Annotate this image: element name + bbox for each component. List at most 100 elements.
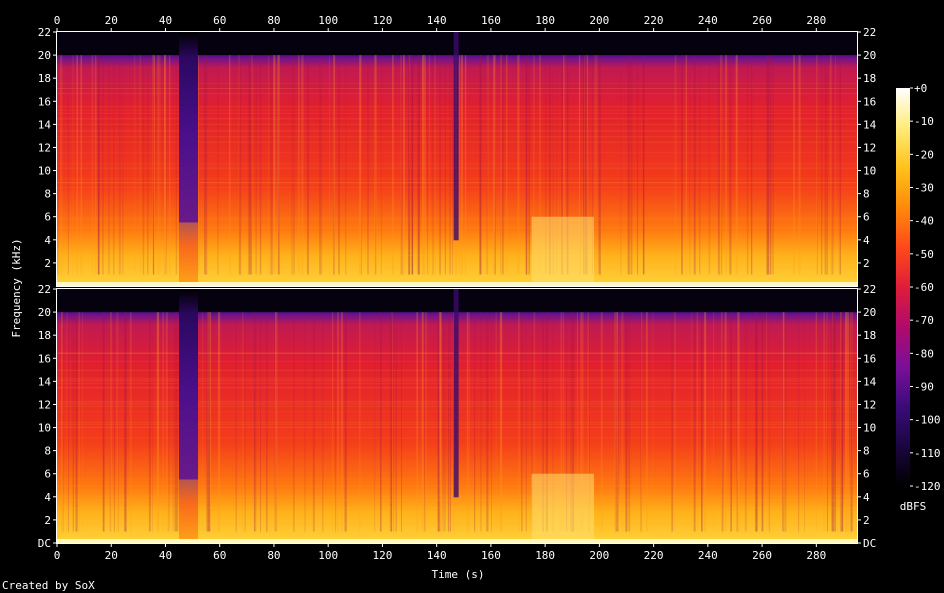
y-tick-label-left: 10	[38, 165, 51, 178]
spectral-streak	[766, 312, 767, 532]
spectral-streak	[681, 55, 683, 275]
spectral-streak	[266, 312, 268, 532]
y-tick-label-right: 14	[863, 375, 877, 388]
spectral-streak	[67, 55, 69, 275]
spectral-streak	[736, 312, 738, 532]
spectral-streak	[359, 55, 362, 275]
spectral-streak	[129, 312, 132, 532]
spectral-streak	[552, 55, 554, 275]
spectral-streak	[322, 312, 324, 532]
spectral-streak	[80, 55, 83, 275]
y-tick-label-right: 20	[863, 49, 876, 62]
spectral-streak	[116, 312, 119, 532]
spectral-streak	[729, 55, 732, 275]
spectral-streak	[424, 312, 426, 532]
spectral-streak	[247, 55, 251, 275]
harmonic-band	[57, 522, 857, 524]
spectral-streak	[674, 55, 677, 275]
spectral-streak	[560, 312, 562, 532]
y-tick-label-right: 2	[863, 257, 870, 270]
spectral-streak	[517, 55, 520, 275]
spectral-streak	[831, 312, 834, 532]
spectral-streak	[486, 312, 489, 532]
spectral-streak	[208, 312, 211, 532]
spectral-streak	[361, 55, 362, 275]
spectral-streak	[708, 55, 711, 275]
spectral-streak	[495, 312, 497, 532]
spectral-streak	[207, 312, 210, 532]
spectral-streak	[341, 312, 343, 532]
spectral-streak	[375, 55, 377, 275]
y-tick-label-right: 14	[863, 118, 877, 131]
spectral-streak	[147, 55, 149, 275]
spectral-streak	[60, 55, 63, 275]
spectral-streak	[235, 312, 237, 532]
spectral-streak	[306, 55, 309, 275]
spectral-streak	[499, 312, 503, 532]
spectral-streak	[91, 55, 94, 275]
spectral-streak	[139, 55, 141, 275]
y-tick-label-left: 14	[38, 118, 52, 131]
spectral-streak	[242, 312, 244, 532]
x-axis-label: Time (s)	[432, 568, 485, 581]
spectral-streak	[251, 55, 253, 275]
colorbar-tick-label: -50	[914, 248, 934, 261]
y-tick-label-right: DC	[863, 537, 876, 550]
spectral-streak	[783, 312, 785, 532]
spectral-streak	[274, 312, 277, 532]
spectral-streak	[767, 55, 769, 275]
spectral-streak	[578, 55, 581, 275]
spectral-streak	[392, 312, 395, 532]
channel-2-panel	[56, 288, 858, 544]
spectral-streak	[570, 312, 572, 532]
spectral-streak	[826, 312, 828, 532]
spectral-streak	[253, 312, 256, 532]
spectral-streak	[823, 312, 825, 532]
spectral-streak	[72, 312, 74, 532]
spectral-streak	[521, 312, 522, 532]
spectral-streak	[408, 55, 410, 275]
spectral-streak	[217, 55, 219, 275]
spectral-streak	[338, 55, 340, 275]
spectral-streak	[452, 55, 453, 275]
spectral-streak	[422, 55, 424, 275]
spectral-streak	[278, 55, 280, 275]
spectral-streak	[735, 55, 738, 275]
spectral-streak	[640, 312, 642, 532]
spectral-streak	[244, 312, 246, 532]
spectral-streak	[293, 312, 295, 532]
spectral-streak	[109, 312, 111, 532]
spectral-streak	[169, 55, 171, 275]
colorbar-tick-label: -80	[914, 347, 934, 360]
spectral-streak	[474, 312, 476, 532]
spectral-streak	[721, 312, 724, 532]
spectral-streak	[737, 312, 740, 532]
spectral-streak	[275, 312, 278, 532]
bass-line	[57, 282, 857, 286]
spectral-streak	[685, 55, 687, 275]
spectral-streak	[583, 55, 586, 275]
spectral-streak	[268, 55, 270, 275]
colorbar-tick-label: +0	[914, 82, 927, 95]
x-tick-label-top: 140	[427, 14, 447, 27]
x-axis-top: 0 20 40 60 80 100 120 140 160 180 200 220 240 260 280	[54, 14, 826, 32]
spectral-streak	[486, 55, 488, 275]
spectral-streak	[270, 55, 273, 275]
y-tick-label-right: 8	[863, 188, 870, 201]
spectral-streak	[449, 312, 451, 532]
y-tick-label-right: 6	[863, 468, 870, 481]
spectral-streak	[479, 55, 481, 275]
spectral-streak	[730, 312, 732, 532]
spectral-streak	[168, 312, 170, 532]
y-tick-label-right: 4	[863, 491, 870, 504]
spectral-streak	[102, 312, 105, 532]
spectral-streak	[526, 55, 528, 275]
colorbar-gradient	[896, 88, 910, 486]
spectral-streak	[824, 55, 827, 275]
spectral-streak	[202, 312, 204, 532]
spectral-streak	[122, 55, 124, 275]
y-tick-label-left: 10	[38, 422, 51, 435]
spectral-streak	[563, 55, 566, 275]
x-tick-label-bottom: 240	[698, 549, 718, 562]
spectral-streak	[704, 312, 707, 532]
